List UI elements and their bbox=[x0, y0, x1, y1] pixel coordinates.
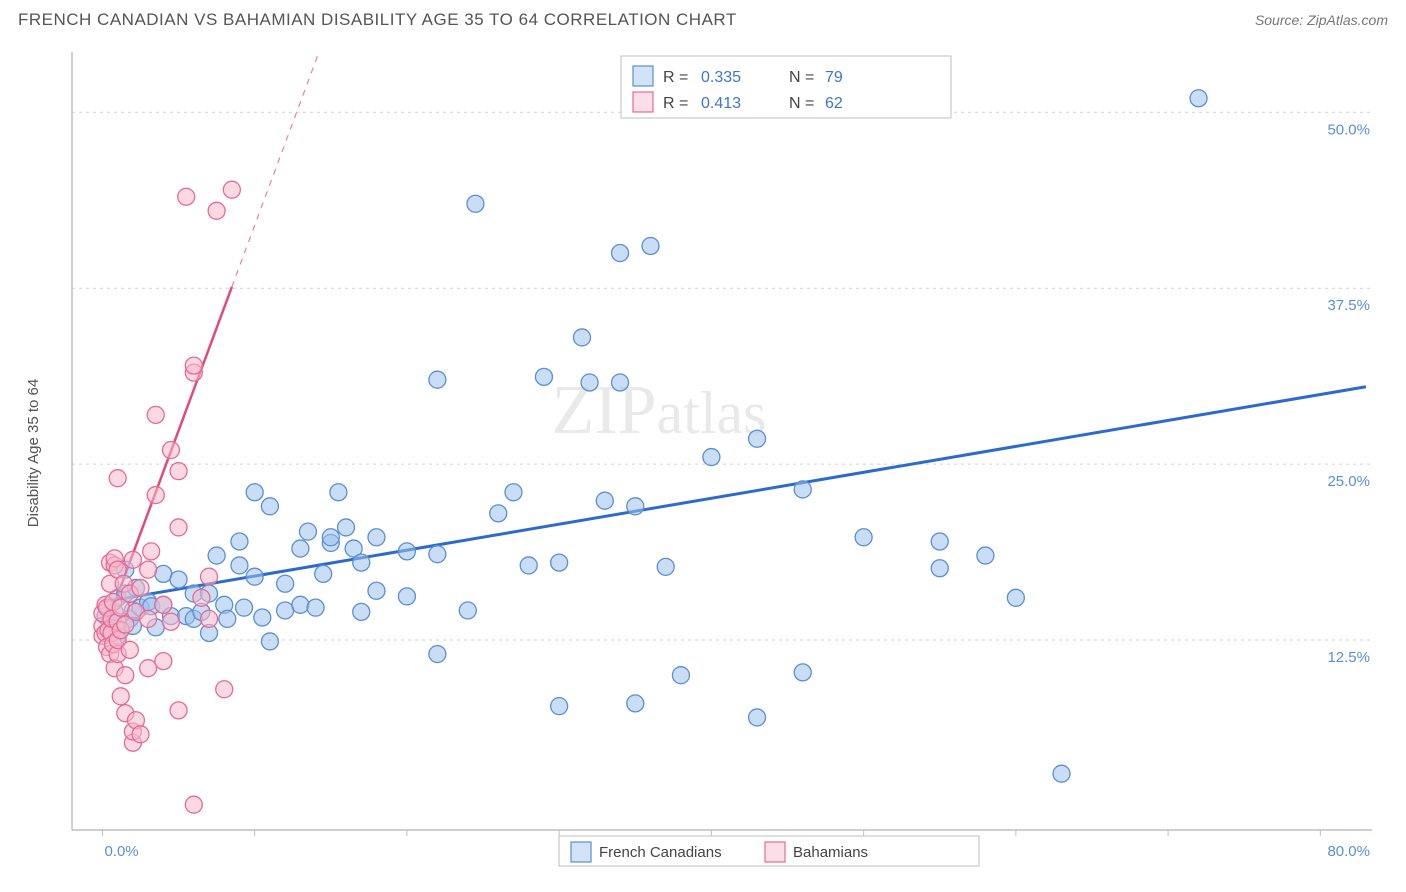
svg-text:0.335: 0.335 bbox=[701, 69, 741, 86]
svg-text:25.0%: 25.0% bbox=[1327, 473, 1370, 490]
svg-text:62: 62 bbox=[825, 95, 843, 112]
correlation-scatter-chart: ZIPatlas12.5%25.0%37.5%50.0%0.0%80.0%Dis… bbox=[18, 42, 1388, 874]
svg-text:37.5%: 37.5% bbox=[1327, 297, 1370, 314]
svg-text:R =: R = bbox=[663, 95, 688, 112]
chart-container: ZIPatlas12.5%25.0%37.5%50.0%0.0%80.0%Dis… bbox=[18, 42, 1388, 874]
svg-text:N =: N = bbox=[789, 95, 814, 112]
svg-text:Disability Age 35 to 64: Disability Age 35 to 64 bbox=[25, 379, 42, 527]
svg-text:80.0%: 80.0% bbox=[1327, 843, 1370, 860]
svg-text:79: 79 bbox=[825, 69, 843, 86]
svg-text:50.0%: 50.0% bbox=[1327, 121, 1370, 138]
svg-text:0.0%: 0.0% bbox=[104, 843, 138, 860]
svg-text:0.413: 0.413 bbox=[701, 95, 741, 112]
chart-title: FRENCH CANADIAN VS BAHAMIAN DISABILITY A… bbox=[18, 10, 737, 30]
svg-text:French Canadians: French Canadians bbox=[599, 844, 722, 861]
source-credit: Source: ZipAtlas.com bbox=[1255, 12, 1388, 28]
svg-text:R =: R = bbox=[663, 69, 688, 86]
svg-text:N =: N = bbox=[789, 69, 814, 86]
svg-text:12.5%: 12.5% bbox=[1327, 649, 1370, 666]
svg-text:Bahamians: Bahamians bbox=[793, 844, 868, 861]
